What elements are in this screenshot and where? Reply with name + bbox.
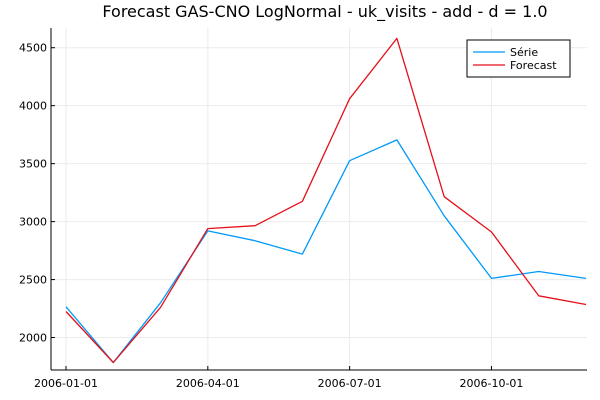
chart-title: Forecast GAS-CNO LogNormal - uk_visits -… <box>102 2 547 22</box>
y-tick-label: 4000 <box>19 100 47 113</box>
axes: 2000 2500 3000 3500 4000 4500 2006-01-01 2006-0… <box>19 28 587 390</box>
series-line-forecast <box>65 37 587 364</box>
y-tick-label: 2000 <box>19 332 47 345</box>
x-tick-label: 2006-04-01 <box>176 377 240 390</box>
x-tick-label: 2006-01-01 <box>34 377 98 390</box>
y-tick-label: 2500 <box>19 274 47 287</box>
legend-label: Forecast <box>510 59 557 72</box>
x-tick-label: 2006-07-01 <box>318 377 382 390</box>
series-line-serie <box>65 139 587 364</box>
y-tick-label: 4500 <box>19 42 47 55</box>
series-layer <box>65 37 587 364</box>
y-tick-label: 3500 <box>19 158 47 171</box>
y-tick-label: 3000 <box>19 216 47 229</box>
grid <box>51 28 587 370</box>
x-tick-label: 2006-10-01 <box>459 377 523 390</box>
legend-box <box>466 39 571 78</box>
legend-label: Série <box>510 46 538 59</box>
